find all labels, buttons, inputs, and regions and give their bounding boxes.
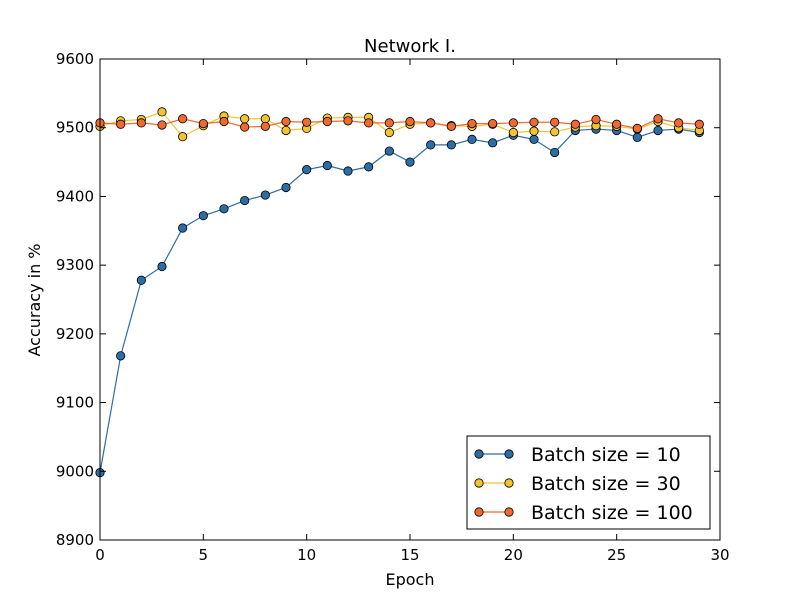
data-point: [364, 162, 374, 172]
legend-entry-2: Batch size = 30: [474, 473, 681, 495]
data-point: [446, 140, 456, 150]
data-point: [364, 118, 374, 128]
y-axis-label: Accuracy in %: [25, 243, 44, 356]
x-tick-label: 0: [95, 546, 105, 564]
data-point: [260, 190, 270, 200]
data-point: [219, 204, 229, 214]
x-tick-label: 20: [504, 546, 523, 564]
data-point: [550, 147, 560, 158]
y-tick-label: 9600: [56, 50, 94, 68]
data-point: [219, 116, 229, 127]
data-point: [426, 140, 436, 150]
data-point: [405, 116, 415, 127]
x-tick-label: 25: [607, 546, 626, 564]
data-point: [136, 275, 146, 285]
data-point: [653, 125, 663, 136]
data-point: [591, 114, 601, 125]
legend-label: Batch size = 10: [531, 444, 681, 466]
x-tick-label: 5: [199, 546, 209, 564]
data-point: [157, 107, 167, 117]
data-point: [384, 118, 394, 128]
data-point: [612, 119, 622, 129]
legend-marker: [504, 478, 514, 488]
data-point: [405, 157, 415, 167]
legend: Batch size = 10 Batch size = 30 Batch size…: [466, 435, 711, 530]
y-tick-label: 9300: [56, 256, 94, 274]
data-point: [260, 121, 270, 131]
data-point: [632, 132, 642, 142]
data-point: [322, 116, 332, 127]
x-tick-label: 15: [400, 546, 419, 564]
x-tick-label: 30: [710, 546, 729, 564]
y-tick-label: 9000: [56, 462, 94, 480]
data-point: [570, 119, 580, 129]
data-point: [550, 127, 560, 137]
data-point: [281, 116, 291, 127]
y-tick-label: 8900: [56, 531, 94, 549]
data-point: [240, 195, 250, 206]
data-point: [198, 118, 208, 129]
legend-marker: [474, 478, 484, 488]
data-point: [157, 261, 167, 272]
y-tick-label: 9400: [56, 187, 94, 205]
data-point: [343, 116, 353, 126]
data-point: [116, 119, 126, 129]
y-tick-label: 9200: [56, 325, 94, 343]
legend-label: Batch size = 100: [531, 502, 693, 524]
data-point: [446, 121, 456, 131]
data-point: [529, 117, 539, 127]
x-tick-label: 10: [297, 546, 316, 564]
data-point: [694, 119, 704, 129]
data-point: [508, 118, 518, 128]
data-point: [281, 125, 291, 136]
data-point: [302, 165, 312, 175]
data-point: [384, 146, 394, 156]
data-point: [674, 118, 684, 128]
data-point: [343, 166, 353, 176]
data-point: [281, 182, 291, 193]
data-point: [632, 123, 642, 134]
data-point: [198, 211, 208, 221]
legend-marker: [504, 507, 514, 517]
legend-label: Batch size = 30: [531, 473, 681, 495]
data-point: [550, 117, 560, 127]
data-point: [653, 114, 663, 124]
legend-marker: [474, 507, 484, 517]
chart-title: Network I.: [364, 36, 456, 57]
legend-marker: [504, 449, 514, 459]
data-point: [488, 118, 498, 129]
data-point: [529, 134, 539, 144]
data-point: [240, 114, 250, 124]
series-1: [95, 124, 704, 478]
data-point: [178, 114, 188, 124]
y-tick-label: 9100: [56, 394, 94, 412]
data-point: [178, 223, 188, 233]
x-axis-label: Epoch: [386, 570, 435, 589]
data-point: [322, 160, 332, 171]
series-layer: [95, 107, 704, 478]
data-point: [260, 114, 270, 124]
data-point: [467, 118, 477, 129]
legend-entry-1: Batch size = 10: [474, 444, 681, 466]
data-point: [302, 117, 312, 127]
data-point: [157, 120, 167, 130]
ticks-layer: 0 5 10 15 20 25 30 8900 9000 9100 9200 9300 9400 9500…: [56, 50, 730, 564]
y-tick-label: 9500: [56, 119, 94, 137]
data-point: [384, 127, 394, 138]
legend-marker: [474, 449, 484, 459]
data-point: [508, 127, 518, 138]
legend-entry-3: Batch size = 100: [474, 502, 693, 524]
data-point: [116, 351, 126, 361]
data-point: [488, 138, 498, 148]
series-3: [95, 114, 704, 134]
data-point: [426, 118, 436, 128]
data-point: [467, 134, 477, 144]
data-point: [240, 122, 250, 132]
data-point: [136, 118, 146, 128]
data-point: [178, 132, 188, 142]
data-point: [529, 126, 539, 136]
